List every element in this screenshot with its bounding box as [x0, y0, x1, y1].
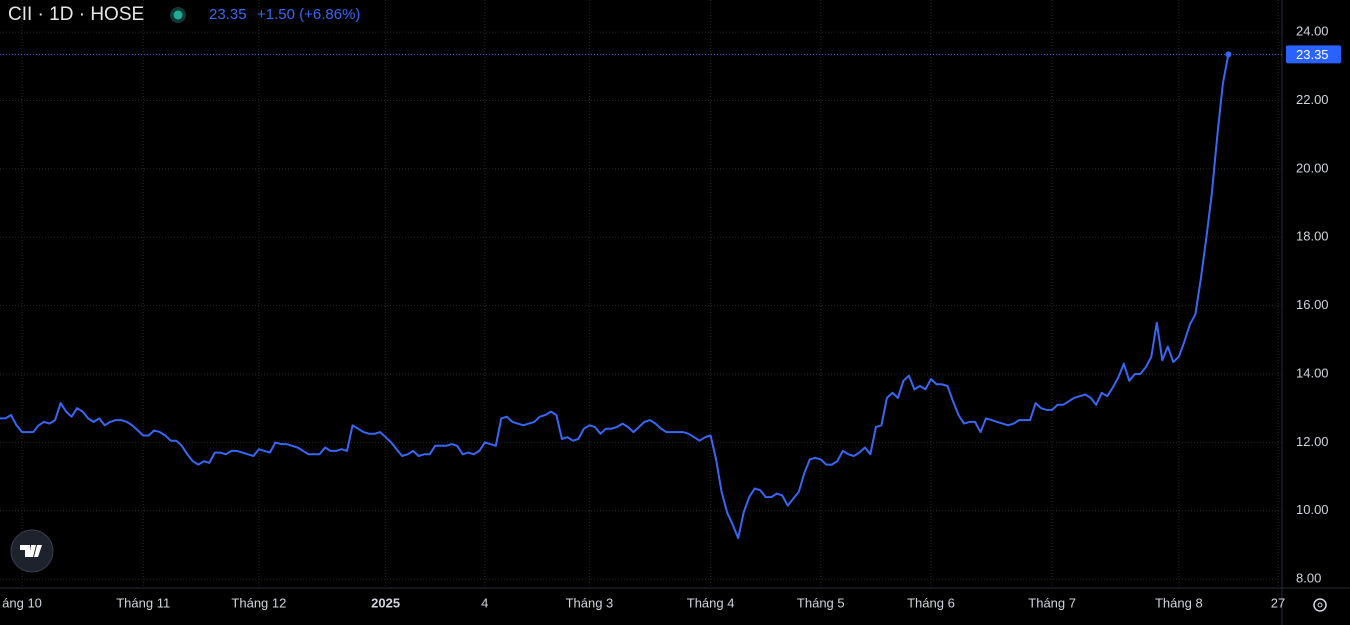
x-tick-label: Tháng 3 [566, 595, 614, 610]
x-tick-label: 4 [481, 595, 488, 610]
settings-button[interactable] [1313, 598, 1327, 612]
price-tag [1286, 45, 1341, 64]
y-tick-label: 16.00 [1296, 297, 1329, 312]
x-tick-label: áng 10 [2, 595, 42, 610]
status-dot [173, 10, 183, 20]
y-tick-label: 10.00 [1296, 502, 1329, 517]
x-tick-label: Tháng 11 [116, 595, 170, 610]
y-tick-label: 14.00 [1296, 365, 1329, 380]
x-tick-label: 27 [1271, 595, 1285, 610]
x-tick-label: 2025 [371, 595, 400, 610]
x-tick-label: Tháng 6 [907, 595, 955, 610]
last-point [1225, 51, 1232, 58]
y-tick-label: 8.00 [1296, 571, 1321, 586]
x-tick-label: Tháng 7 [1028, 595, 1076, 610]
header-change: +1.50 (+6.86%) [257, 6, 360, 23]
tv-logo[interactable] [10, 529, 54, 573]
gear-core [1317, 602, 1323, 608]
price-tag-label: 23.35 [1296, 47, 1329, 62]
x-tick-label: Tháng 5 [797, 595, 845, 610]
grid [0, 0, 1282, 588]
y-tick-label: 18.00 [1296, 229, 1329, 244]
y-tick-label: 20.00 [1296, 160, 1329, 175]
header-price: 23.35 [209, 6, 247, 23]
plot: 8.00 10.00 12.00 14.00 16.00 18.00 20.00 22.00 2… [0, 24, 1341, 610]
symbol-title: CII · 1D · HOSE [8, 4, 144, 25]
y-tick-label: 24.00 [1296, 24, 1329, 39]
x-tick-label: Tháng 8 [1155, 595, 1203, 610]
y-tick-label: 22.00 [1296, 92, 1329, 107]
logo-glyph [20, 545, 42, 557]
x-tick-label: Tháng 12 [231, 595, 286, 610]
y-tick-label: 12.00 [1296, 434, 1329, 449]
gear[interactable] [1313, 598, 1327, 612]
price-line [0, 54, 1230, 540]
x-tick-label: Tháng 4 [687, 595, 735, 610]
